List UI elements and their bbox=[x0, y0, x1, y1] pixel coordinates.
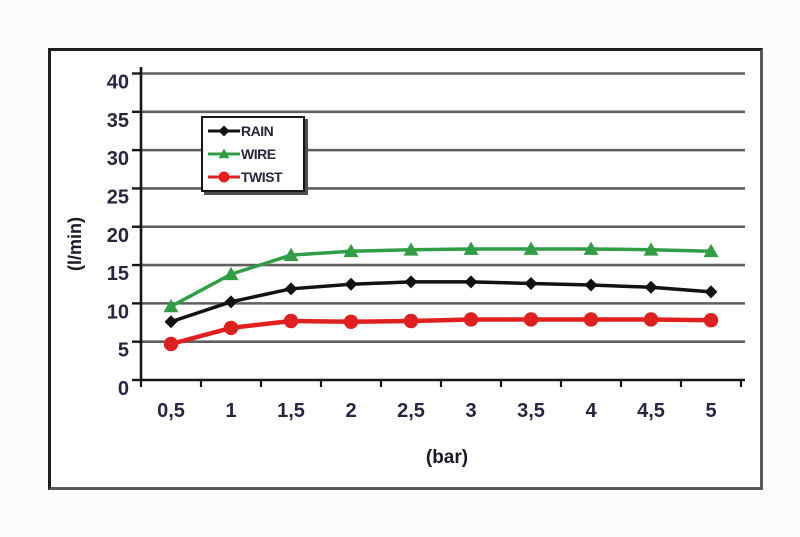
twist-data-point bbox=[403, 313, 419, 329]
x-tick-label: 4 bbox=[585, 400, 597, 422]
twist-data-point bbox=[283, 313, 299, 329]
y-tick-label: 30 bbox=[107, 148, 129, 170]
twist-data-point bbox=[223, 320, 239, 336]
twist-data-point bbox=[703, 313, 719, 328]
rain-data-point bbox=[404, 275, 418, 289]
x-axis-title: (bar) bbox=[425, 447, 469, 468]
x-tick-label: 2,5 bbox=[397, 400, 425, 422]
twist-data-point bbox=[163, 336, 179, 352]
wire-data-point bbox=[523, 241, 539, 255]
legend-label-twist: TWIST bbox=[241, 168, 283, 185]
x-tick-label: 1 bbox=[225, 400, 236, 422]
x-tick-label: 4,5 bbox=[637, 400, 665, 422]
rain-data-point bbox=[524, 276, 538, 290]
legend: RAIN WIRE TWIST bbox=[201, 116, 305, 192]
rain-data-point bbox=[224, 295, 238, 309]
rain-series-line bbox=[170, 280, 712, 324]
legend-item-twist: TWIST bbox=[208, 166, 303, 188]
wire-data-point bbox=[703, 243, 719, 258]
legend-item-rain: RAIN bbox=[208, 120, 303, 142]
x-tick-label: 1,5 bbox=[277, 400, 305, 422]
x-tick-label: 3,5 bbox=[517, 400, 545, 422]
wire-data-point bbox=[463, 241, 479, 255]
rain-data-point bbox=[344, 277, 358, 291]
twist-series-marker-icon bbox=[208, 171, 240, 183]
y-tick-label: 25 bbox=[107, 186, 129, 208]
x-tick-label: 5 bbox=[705, 400, 716, 422]
twist-data-point bbox=[463, 312, 479, 327]
rain-data-point bbox=[164, 315, 178, 329]
y-tick-label: 5 bbox=[118, 340, 129, 362]
legend-item-wire: WIRE bbox=[208, 143, 303, 165]
wire-data-point bbox=[403, 242, 419, 256]
legend-marker bbox=[218, 171, 230, 183]
y-axis-title: (l/min) bbox=[65, 217, 85, 271]
wire-series-line bbox=[170, 247, 712, 308]
rain-data-point bbox=[644, 280, 658, 294]
legend-marker bbox=[218, 125, 230, 137]
wire-data-point bbox=[163, 298, 179, 313]
twist-series-line bbox=[170, 317, 712, 347]
legend-label-rain: RAIN bbox=[241, 123, 274, 140]
y-tick-label: 0 bbox=[118, 378, 129, 400]
chart-frame: 0 5 10 15 20 25 30 35 40 0,5 1 1,5 2 2,5 3 3,5 4 4,5 5 RAI… bbox=[48, 48, 763, 490]
wire-data-point bbox=[283, 247, 299, 261]
y-tick-label: 20 bbox=[107, 225, 129, 247]
rain-data-point bbox=[704, 285, 718, 299]
legend-marker bbox=[218, 148, 230, 159]
plot-area: 0 5 10 15 20 25 30 35 40 0,5 1 1,5 2 2,5 3 3,5 4 4,5 5 bbox=[107, 67, 745, 422]
x-tick-label: 3 bbox=[465, 400, 476, 422]
wire-data-point bbox=[223, 266, 239, 281]
y-tick-label: 40 bbox=[107, 72, 129, 94]
x-tick-label: 2 bbox=[345, 400, 356, 422]
wire-data-point bbox=[583, 241, 599, 255]
rain-series-marker-icon bbox=[208, 125, 240, 137]
twist-data-point bbox=[643, 312, 659, 327]
twist-data-point bbox=[343, 314, 359, 329]
y-tick-label: 35 bbox=[107, 110, 129, 132]
wire-series-marker-icon bbox=[208, 148, 240, 159]
rain-data-point bbox=[464, 275, 478, 289]
rain-data-point bbox=[284, 282, 298, 296]
y-tick-label: 10 bbox=[107, 301, 129, 323]
rain-data-point bbox=[584, 278, 598, 292]
legend-label-wire: WIRE bbox=[241, 145, 276, 162]
x-tick-label: 0,5 bbox=[157, 400, 185, 422]
y-tick-label: 15 bbox=[107, 263, 129, 285]
twist-data-point bbox=[523, 312, 539, 327]
twist-data-point bbox=[583, 312, 599, 327]
wire-data-point bbox=[343, 243, 359, 258]
wire-data-point bbox=[643, 242, 659, 256]
